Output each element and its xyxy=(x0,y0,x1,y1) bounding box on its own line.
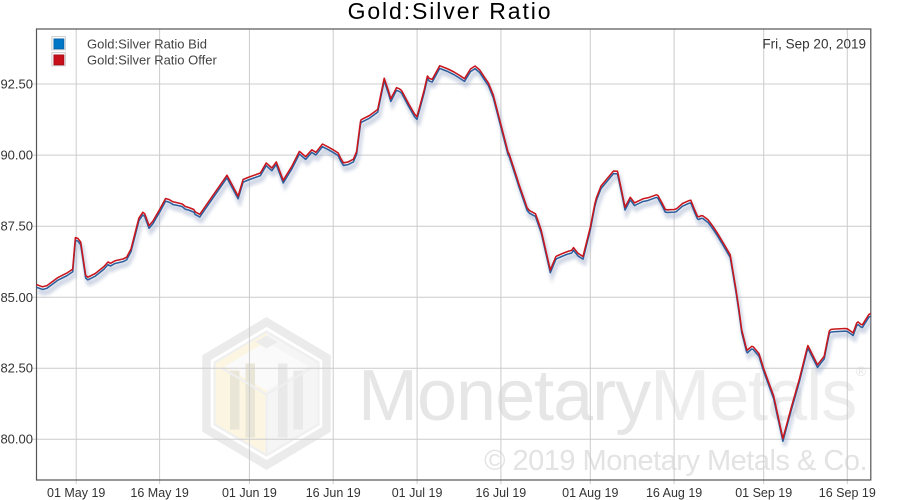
svg-text:®: ® xyxy=(856,364,866,379)
svg-text:85.00: 85.00 xyxy=(0,290,33,305)
svg-text:© 2019 Monetary Metals & Co.: © 2019 Monetary Metals & Co. xyxy=(484,445,867,477)
svg-text:01 Aug 19: 01 Aug 19 xyxy=(562,486,618,500)
svg-text:Gold:Silver Ratio Bid: Gold:Silver Ratio Bid xyxy=(87,36,207,51)
svg-text:01 Jul 19: 01 Jul 19 xyxy=(392,486,443,500)
svg-text:01 Sep 19: 01 Sep 19 xyxy=(735,486,792,500)
svg-text:16 Jun 19: 16 Jun 19 xyxy=(306,486,361,500)
svg-text:16 Sep 19: 16 Sep 19 xyxy=(819,486,876,500)
svg-text:Gold:Silver Ratio: Gold:Silver Ratio xyxy=(348,0,553,24)
svg-text:Fri, Sep 20, 2019: Fri, Sep 20, 2019 xyxy=(762,37,866,52)
svg-text:90.00: 90.00 xyxy=(0,148,33,163)
svg-text:82.50: 82.50 xyxy=(0,361,33,376)
svg-text:16 Aug 19: 16 Aug 19 xyxy=(646,486,702,500)
svg-text:80.00: 80.00 xyxy=(0,432,33,447)
svg-text:92.50: 92.50 xyxy=(0,77,33,92)
svg-text:MonetaryMetals: MonetaryMetals xyxy=(358,356,856,436)
svg-text:87.50: 87.50 xyxy=(0,219,33,234)
svg-text:01 Jun 19: 01 Jun 19 xyxy=(222,486,277,500)
svg-text:16 May 19: 16 May 19 xyxy=(130,486,188,500)
svg-text:01 May 19: 01 May 19 xyxy=(47,486,105,500)
svg-text:16 Jul 19: 16 Jul 19 xyxy=(476,486,527,500)
svg-text:Gold:Silver Ratio Offer: Gold:Silver Ratio Offer xyxy=(87,52,217,67)
